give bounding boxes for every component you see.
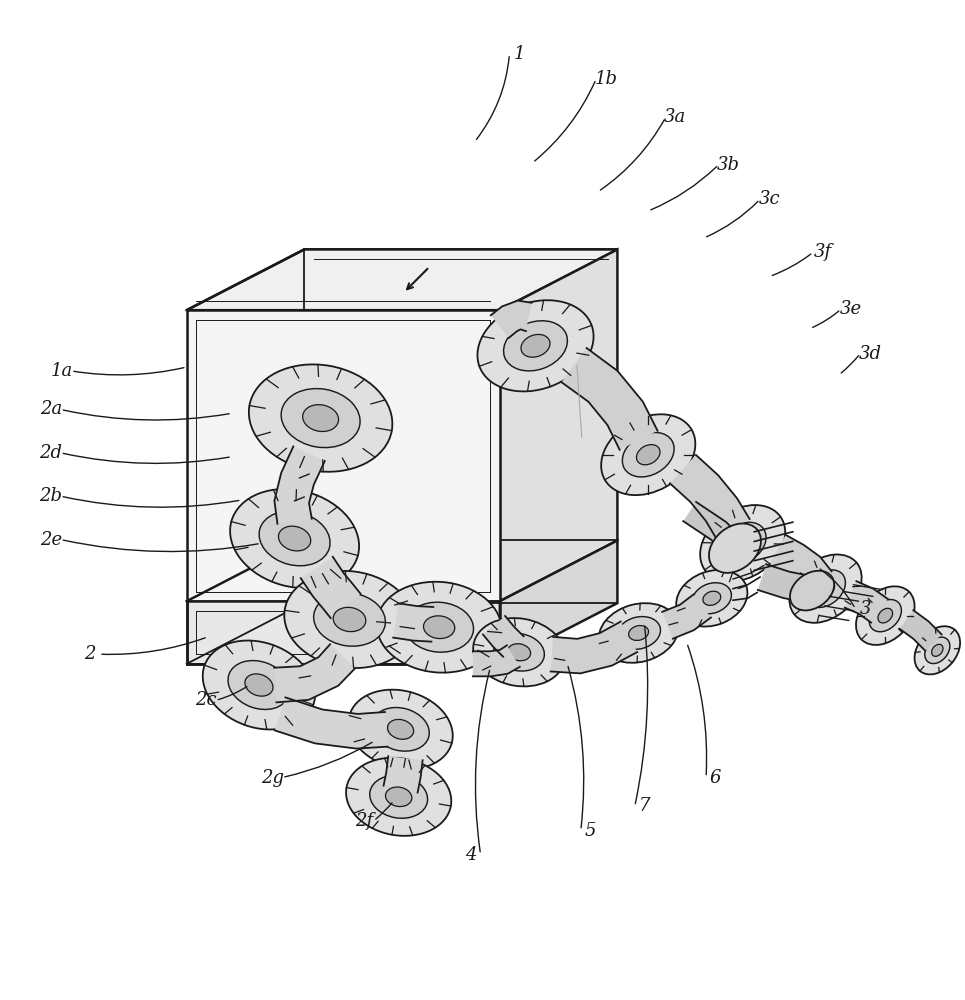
Ellipse shape — [869, 600, 901, 632]
Ellipse shape — [701, 505, 786, 582]
Text: 2d: 2d — [40, 444, 63, 462]
Text: 3: 3 — [859, 600, 870, 618]
Polygon shape — [899, 610, 942, 651]
Polygon shape — [662, 594, 711, 639]
Text: 7: 7 — [639, 797, 650, 815]
Ellipse shape — [385, 787, 412, 807]
Ellipse shape — [617, 617, 660, 649]
Ellipse shape — [732, 534, 754, 553]
Text: 1a: 1a — [50, 362, 72, 380]
Ellipse shape — [856, 586, 915, 645]
Text: 3a: 3a — [664, 108, 686, 126]
Ellipse shape — [628, 626, 648, 640]
Ellipse shape — [370, 775, 427, 818]
Ellipse shape — [228, 661, 290, 709]
Ellipse shape — [285, 571, 415, 668]
Ellipse shape — [924, 637, 950, 664]
Polygon shape — [769, 535, 832, 592]
Ellipse shape — [806, 570, 845, 607]
Ellipse shape — [692, 583, 731, 614]
Ellipse shape — [915, 626, 960, 674]
Ellipse shape — [504, 321, 567, 371]
Ellipse shape — [931, 644, 943, 656]
Polygon shape — [551, 622, 637, 673]
Ellipse shape — [508, 644, 531, 661]
Ellipse shape — [521, 334, 550, 357]
Text: 1: 1 — [513, 45, 525, 63]
Polygon shape — [562, 348, 657, 450]
Polygon shape — [274, 446, 325, 524]
Ellipse shape — [404, 602, 474, 652]
Polygon shape — [186, 249, 618, 310]
Ellipse shape — [245, 674, 273, 696]
Polygon shape — [683, 502, 739, 552]
Ellipse shape — [719, 522, 766, 564]
Text: 5: 5 — [585, 822, 596, 840]
Polygon shape — [500, 249, 618, 601]
Ellipse shape — [230, 489, 359, 588]
Ellipse shape — [790, 571, 834, 610]
Polygon shape — [491, 301, 532, 338]
Ellipse shape — [622, 432, 675, 477]
Polygon shape — [500, 540, 618, 664]
Polygon shape — [482, 616, 524, 657]
Polygon shape — [473, 645, 520, 676]
Ellipse shape — [703, 591, 721, 605]
Text: 2a: 2a — [40, 400, 62, 418]
Text: 2f: 2f — [355, 812, 373, 830]
Text: 3c: 3c — [758, 190, 781, 208]
Polygon shape — [670, 455, 750, 539]
Text: 3e: 3e — [840, 300, 862, 318]
Polygon shape — [393, 603, 433, 642]
Text: 4: 4 — [465, 846, 477, 864]
Polygon shape — [186, 601, 500, 664]
Ellipse shape — [372, 708, 429, 751]
Ellipse shape — [816, 580, 835, 597]
Ellipse shape — [314, 593, 385, 646]
Text: 2: 2 — [84, 645, 96, 663]
Polygon shape — [186, 310, 500, 601]
Text: 3d: 3d — [859, 345, 881, 363]
Ellipse shape — [709, 524, 761, 573]
Ellipse shape — [281, 389, 360, 448]
Text: 1b: 1b — [594, 70, 618, 88]
Ellipse shape — [376, 582, 502, 673]
Ellipse shape — [599, 603, 678, 663]
Ellipse shape — [279, 526, 311, 551]
Text: 2g: 2g — [261, 769, 284, 787]
Ellipse shape — [601, 414, 696, 495]
Polygon shape — [301, 557, 361, 618]
Polygon shape — [758, 564, 808, 602]
Ellipse shape — [333, 607, 366, 632]
Polygon shape — [274, 644, 355, 702]
Ellipse shape — [789, 554, 862, 623]
Ellipse shape — [346, 758, 452, 836]
Ellipse shape — [303, 405, 339, 432]
Text: 2e: 2e — [40, 531, 62, 549]
Ellipse shape — [473, 618, 565, 686]
Text: 2c: 2c — [195, 691, 217, 709]
Ellipse shape — [260, 511, 330, 566]
Text: 3f: 3f — [813, 243, 832, 261]
Ellipse shape — [388, 719, 414, 739]
Ellipse shape — [676, 570, 748, 627]
Text: 3b: 3b — [717, 156, 740, 174]
Ellipse shape — [494, 633, 544, 671]
Ellipse shape — [424, 616, 455, 639]
Ellipse shape — [348, 690, 453, 769]
Ellipse shape — [878, 608, 893, 623]
Ellipse shape — [249, 364, 393, 472]
Polygon shape — [275, 697, 387, 749]
Ellipse shape — [203, 641, 316, 729]
Ellipse shape — [478, 300, 593, 391]
Polygon shape — [844, 581, 888, 623]
Text: 6: 6 — [710, 769, 722, 787]
Ellipse shape — [637, 445, 660, 465]
Polygon shape — [383, 756, 423, 792]
Text: 2b: 2b — [40, 487, 63, 505]
